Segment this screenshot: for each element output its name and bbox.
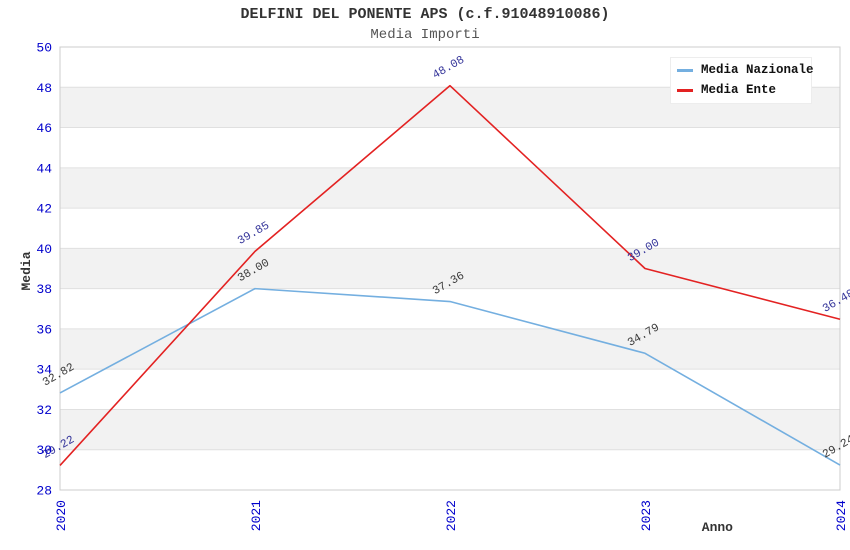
x-axis-title: Anno — [702, 520, 733, 535]
y-tick-label: 28 — [36, 484, 52, 499]
x-tick-label: 2024 — [834, 500, 849, 531]
value-label-media-ente: 48.08 — [431, 54, 467, 83]
x-tick-label: 2021 — [249, 500, 264, 531]
y-tick-label: 30 — [36, 443, 52, 458]
plot-band — [60, 248, 840, 289]
plot-band — [60, 409, 840, 450]
y-tick-label: 50 — [36, 41, 52, 56]
y-tick-label: 40 — [36, 242, 52, 257]
chart-subtitle: Media Importi — [370, 27, 480, 43]
legend-label-media-ente: Media Ente — [701, 83, 777, 97]
legend-line-swatch-media-ente — [677, 88, 693, 92]
legend-item-media-nazionale: Media Nazionale — [677, 63, 814, 77]
y-axis-title: Media — [19, 251, 34, 290]
legend-item-media-ente: Media Ente — [677, 83, 805, 97]
legend: Media Nazionale Media Ente — [670, 57, 814, 104]
plot-border — [59, 46, 841, 491]
y-tick-label: 46 — [36, 121, 52, 136]
value-label-media-ente: 36.48 — [821, 287, 850, 316]
x-tick-label: 2022 — [444, 500, 459, 531]
legend-line-swatch-media-nazionale — [677, 68, 693, 72]
y-tick-label: 38 — [36, 282, 52, 297]
chart-title: DELFINI DEL PONENTE APS (c.f.91048910086… — [240, 6, 610, 23]
x-tick-label: 2023 — [639, 500, 654, 531]
y-tick-label: 42 — [36, 202, 52, 217]
plot-band — [60, 328, 840, 370]
plot-band — [60, 167, 840, 209]
y-tick-label: 44 — [36, 161, 52, 176]
value-label-media-ente: 39.85 — [236, 219, 272, 248]
y-tick-label: 36 — [36, 322, 52, 337]
y-tick-label: 34 — [36, 363, 52, 378]
legend-label-media-nazionale: Media Nazionale — [701, 63, 814, 77]
y-tick-label: 48 — [36, 81, 52, 96]
y-tick-label: 32 — [36, 403, 52, 418]
x-tick-label: 2020 — [54, 500, 69, 531]
series-line-media-ente — [59, 84, 841, 466]
